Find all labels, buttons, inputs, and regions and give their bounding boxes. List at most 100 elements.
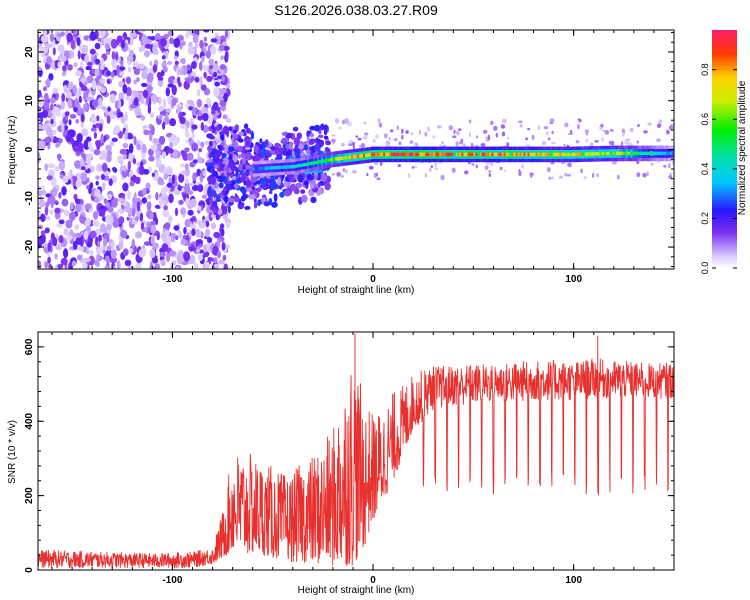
spectrogram-cell bbox=[128, 97, 133, 107]
spectrogram-ridge bbox=[583, 152, 587, 156]
spectrogram-ridge bbox=[501, 152, 505, 157]
spectrogram-cell bbox=[248, 192, 255, 200]
spectrogram-ridge bbox=[637, 151, 641, 156]
spectrogram-cell bbox=[100, 133, 104, 144]
spectrogram-cell bbox=[254, 187, 262, 193]
spectrogram-cell bbox=[148, 155, 155, 162]
spectrogram-ridge bbox=[403, 152, 406, 157]
spectrogram-ridge bbox=[341, 156, 344, 160]
spectrogram-ridge bbox=[525, 152, 529, 157]
spectrogram-ridge bbox=[645, 151, 649, 156]
spectrogram-cell bbox=[146, 72, 154, 83]
spectrogram-cell bbox=[245, 146, 251, 151]
spectrogram-cell bbox=[254, 191, 260, 199]
spectrogram-cell bbox=[179, 116, 186, 125]
spectrogram-cell bbox=[86, 184, 90, 190]
spectrogram-cell bbox=[159, 197, 163, 208]
spectrogram-cell bbox=[89, 48, 96, 55]
spectrogram-ridge bbox=[310, 161, 314, 165]
spectrogram-cell bbox=[214, 35, 221, 45]
spectrogram-cell bbox=[240, 195, 246, 202]
spectrogram-cell bbox=[191, 124, 198, 130]
spectrogram-cell bbox=[320, 123, 325, 131]
spectrogram-cell bbox=[257, 199, 261, 207]
spectrogram-cell bbox=[95, 122, 101, 129]
spectrogram-cell bbox=[161, 55, 166, 60]
spectrogram-cell bbox=[83, 257, 92, 263]
spectrogram-cell bbox=[162, 98, 167, 109]
spectrogram-ridge bbox=[447, 152, 450, 157]
spectrogram-cell bbox=[352, 144, 356, 150]
spectrogram-cell bbox=[150, 224, 157, 234]
spectrogram-ridge bbox=[597, 152, 601, 156]
spectrogram-cell bbox=[390, 129, 394, 133]
spectrogram-cell bbox=[132, 158, 137, 165]
spectrogram-cell bbox=[279, 191, 285, 198]
spectrogram-cell bbox=[54, 166, 60, 172]
spectrogram-cell bbox=[210, 166, 214, 173]
spectrogram-cell bbox=[98, 234, 102, 242]
spectrogram-cell bbox=[575, 140, 580, 144]
spectrogram-cell bbox=[138, 165, 143, 172]
spectrogram-cell bbox=[165, 108, 172, 113]
spectrogram-cell bbox=[173, 225, 180, 231]
spectrogram-ridge bbox=[258, 166, 262, 171]
spectrogram-cell bbox=[238, 138, 244, 143]
spectrogram-ridge bbox=[541, 152, 545, 157]
spectrogram-cell bbox=[99, 30, 106, 38]
spectrogram-cell bbox=[313, 124, 321, 132]
spectrogram-cell bbox=[336, 171, 341, 177]
spectrogram-ridge bbox=[527, 152, 531, 157]
spectrogram-cell bbox=[60, 31, 65, 37]
x-tick-label: 100 bbox=[565, 575, 582, 586]
spectrogram-cell bbox=[213, 71, 218, 78]
spectrogram-ridge bbox=[631, 151, 635, 156]
spectrogram-cell bbox=[288, 142, 293, 150]
spectrogram-cell bbox=[128, 134, 134, 140]
spectrogram-cell bbox=[106, 51, 111, 56]
spectrogram-cell bbox=[48, 195, 56, 204]
spectrogram-cell bbox=[288, 172, 292, 182]
spectrogram-cell bbox=[434, 162, 438, 168]
spectrogram-cell bbox=[290, 183, 296, 192]
spectrogram-ridge bbox=[304, 162, 308, 167]
spectrogram-ridge bbox=[449, 152, 452, 157]
spectrogram-cell bbox=[67, 82, 73, 90]
spectrogram-cell bbox=[244, 205, 251, 210]
spectrogram-cell bbox=[495, 132, 499, 138]
spectrogram-cell bbox=[238, 131, 245, 136]
spectrogram-cell bbox=[658, 119, 662, 124]
spectrogram-cell bbox=[160, 187, 167, 198]
spectrogram-ridge bbox=[589, 152, 593, 156]
spectrogram-cell bbox=[114, 197, 119, 203]
spectrogram-cell bbox=[44, 206, 49, 216]
spectrogram-cell bbox=[242, 157, 247, 166]
spectrogram-ridge bbox=[316, 160, 320, 164]
spectrogram-cell bbox=[171, 139, 179, 146]
spectrogram-cell bbox=[656, 123, 662, 129]
spectrogram-ridge-gap bbox=[549, 151, 553, 157]
spectrogram-cell bbox=[70, 137, 75, 145]
colorbar-label: Normalized spectral amplitude bbox=[737, 80, 748, 215]
spectrogram-ridge bbox=[623, 151, 627, 156]
spectrogram-cell bbox=[551, 130, 554, 135]
spectrogram-cell bbox=[453, 129, 456, 135]
spectrogram-cell bbox=[140, 115, 146, 121]
spectrogram-cell bbox=[241, 187, 247, 195]
spectrogram-cell bbox=[577, 123, 580, 130]
spectrogram-cell bbox=[182, 150, 188, 161]
spectrogram-ridge bbox=[561, 152, 565, 157]
spectrogram-cell bbox=[144, 43, 152, 49]
spectrogram-ridge bbox=[455, 152, 458, 157]
spectrogram-cell bbox=[120, 115, 126, 124]
spectrogram-ridge bbox=[292, 164, 296, 169]
spectrogram-cell bbox=[222, 125, 230, 135]
spectrogram-cell bbox=[93, 131, 97, 139]
spectrogram-cell bbox=[484, 165, 489, 170]
spectrogram-cell bbox=[136, 111, 142, 116]
spectrogram-cell bbox=[186, 99, 194, 105]
spectrogram-cell bbox=[608, 140, 613, 145]
spectrogram-cell bbox=[126, 55, 134, 62]
spectrogram-cell bbox=[379, 122, 382, 128]
spectrogram-cell bbox=[164, 222, 171, 230]
